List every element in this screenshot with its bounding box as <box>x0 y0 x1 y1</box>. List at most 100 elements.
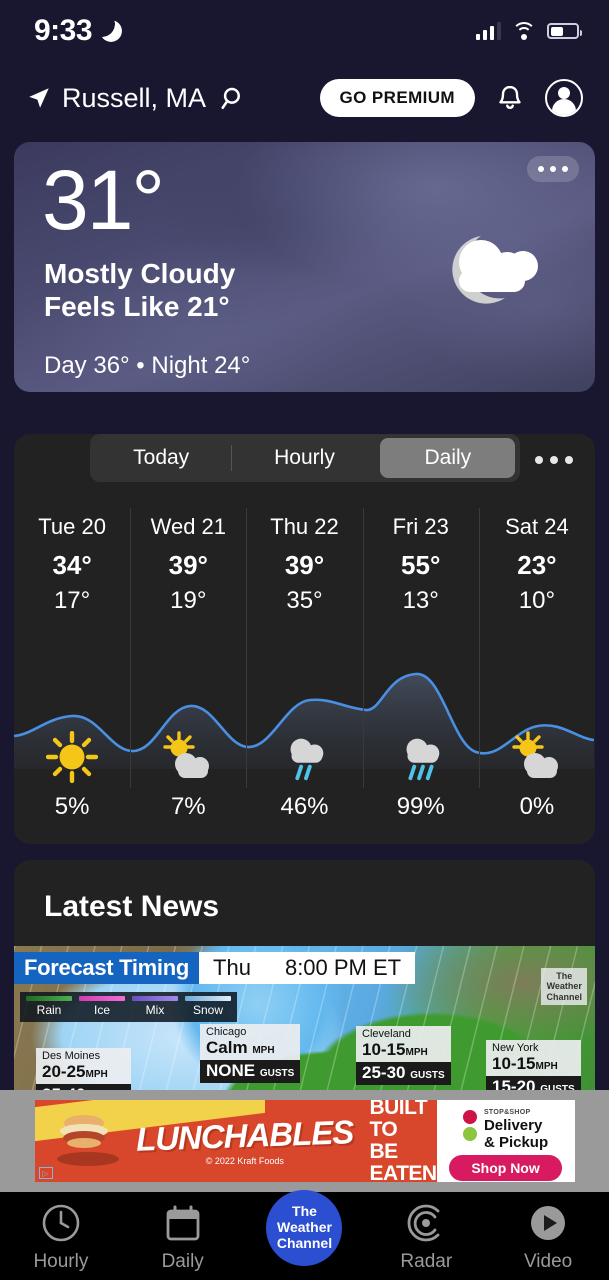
legend-swatch <box>185 996 231 1001</box>
city-wind-gusts: 25-30 GUSTS <box>356 1062 451 1085</box>
hero-more-options-icon[interactable] <box>527 156 579 182</box>
forecast-day[interactable]: Thu 22 39° 35° 46% <box>246 508 362 844</box>
burger-icon <box>59 1115 108 1148</box>
nav-item-radar[interactable]: Radar <box>365 1202 487 1273</box>
map-title-band: Forecast Timing Thu 8:00 PM ET <box>14 952 416 984</box>
retailer-line2: & Pickup <box>483 1133 549 1151</box>
bell-icon[interactable] <box>495 83 525 113</box>
status-bar: 9:33 <box>0 0 609 62</box>
legend-item-ice: Ice <box>79 996 125 1017</box>
day-high: 34° <box>52 550 92 580</box>
forecast-day[interactable]: Wed 21 39° 19° <box>130 508 246 844</box>
weather-channel-logo-icon: The Weather Channel <box>266 1190 343 1266</box>
news-map-thumbnail[interactable]: Forecast Timing Thu 8:00 PM ET Rain Ice <box>14 946 595 1111</box>
moon-icon <box>100 20 122 42</box>
legend-label: Snow <box>192 1003 224 1017</box>
header-actions: GO PREMIUM <box>319 79 583 117</box>
city-name: New York <box>486 1040 581 1054</box>
map-band-title: Forecast Timing <box>14 952 200 984</box>
forecast-day[interactable]: Sat 24 23° 10° <box>478 508 595 844</box>
battery-icon <box>547 23 582 39</box>
nav-item-hourly[interactable]: Hourly <box>0 1202 122 1273</box>
forecast-tabs: Today Hourly Daily <box>89 434 520 482</box>
radar-icon <box>405 1202 447 1244</box>
map-band-day: Thu <box>213 955 251 980</box>
legend-label: Mix <box>145 1003 165 1017</box>
day-low: 10° <box>518 587 556 614</box>
current-condition: Mostly Cloudy <box>44 258 236 289</box>
location-selector[interactable]: Russell, MA <box>26 83 246 114</box>
rain-cloud-icon <box>246 727 362 787</box>
day-precipitation: 0% <box>519 793 555 820</box>
ad-tagline: BUILT TO BE EATEN <box>369 1100 437 1182</box>
nav-item-weather-channel[interactable]: The Weather Channel <box>244 1190 366 1266</box>
nav-item-video[interactable]: Video <box>487 1202 609 1273</box>
day-label: Thu 22 <box>270 514 339 539</box>
forecast-day[interactable]: Tue 20 34° 17° 5% <box>14 514 130 844</box>
ad-product-image <box>35 1100 137 1182</box>
logo-line-1: The <box>292 1203 317 1220</box>
day-low: 17° <box>53 587 91 614</box>
status-bar-right <box>475 22 582 40</box>
stop-and-shop-logo-icon <box>462 1110 477 1142</box>
map-city-wind-box: Chicago Calm MPH NONE GUSTS <box>200 1024 301 1083</box>
ad-choices-icon[interactable]: ▷ <box>38 1167 53 1179</box>
nav-label: Daily <box>161 1251 204 1272</box>
ad-copyright: © 2022 Kraft Foods <box>205 1155 284 1166</box>
rain-cloud-icon <box>363 727 479 787</box>
tab-today[interactable]: Today <box>94 438 229 478</box>
bottom-navigation-bar: Hourly Daily The Weather Channel <box>0 1190 609 1280</box>
profile-avatar-icon[interactable] <box>545 79 583 117</box>
city-wind-speed: 10-15MPH <box>356 1040 451 1062</box>
advertisement-banner[interactable]: LUNCHABLES © 2022 Kraft Foods BUILT TO B… <box>0 1090 609 1192</box>
legend-item-mix: Mix <box>132 996 178 1017</box>
city-wind-speed: 20-25MPH <box>36 1062 131 1084</box>
retailer-line1: Delivery <box>483 1117 543 1135</box>
nav-item-daily[interactable]: Daily <box>122 1202 244 1273</box>
sun-icon <box>14 727 130 787</box>
day-label: Fri 23 <box>392 514 449 539</box>
day-precipitation: 99% <box>396 793 445 820</box>
day-label: Wed 21 <box>150 514 227 539</box>
ad-retailer-panel[interactable]: STOP&SHOP Delivery & Pickup Shop Now <box>436 1100 575 1182</box>
legend-swatch <box>26 996 72 1001</box>
day-night-temperatures: Day 36° • Night 24° <box>44 352 251 379</box>
day-label: Sat 24 <box>505 514 569 539</box>
sun-behind-cloud-icon <box>130 727 246 787</box>
tab-divider <box>231 445 233 471</box>
location-arrow-icon <box>29 88 49 108</box>
go-premium-button[interactable]: GO PREMIUM <box>319 79 475 117</box>
city-wind-gusts: NONE GUSTS <box>200 1060 301 1083</box>
day-low: 35° <box>286 587 323 614</box>
current-conditions-card[interactable]: 31° Mostly Cloudy Feels Like 21° Day 36°… <box>14 142 595 392</box>
ad-creative[interactable]: LUNCHABLES © 2022 Kraft Foods BUILT TO B… <box>34 1100 575 1182</box>
tab-daily[interactable]: Daily <box>380 438 516 478</box>
legend-label: Ice <box>93 1003 110 1017</box>
news-section-title: Latest News <box>44 890 220 923</box>
moon-behind-cloud-icon <box>452 236 538 304</box>
cellular-signal-icon <box>475 22 501 40</box>
app-header: Russell, MA GO PREMIUM <box>0 62 609 134</box>
daily-forecast-row: Tue 20 34° 17° 5% <box>14 508 595 844</box>
city-name: Chicago <box>200 1024 301 1038</box>
tab-hourly[interactable]: Hourly <box>237 438 372 478</box>
nav-label: Video <box>523 1251 573 1272</box>
clock-icon <box>40 1202 82 1244</box>
shop-now-button[interactable]: Shop Now <box>449 1154 562 1181</box>
day-precipitation: 46% <box>280 793 329 820</box>
forecast-more-options-icon[interactable] <box>535 456 573 464</box>
ad-text-block: LUNCHABLES © 2022 Kraft Foods BUILT TO B… <box>136 1100 438 1182</box>
weather-channel-watermark: The Weather Channel <box>541 968 587 1006</box>
map-band-time: Thu 8:00 PM ET <box>199 952 416 984</box>
retailer-text: STOP&SHOP Delivery & Pickup <box>484 1101 548 1151</box>
legend-item-rain: Rain <box>26 996 72 1017</box>
map-legend: Rain Ice Mix Snow <box>20 992 237 1022</box>
day-high: 39° <box>284 550 325 580</box>
logo-line-3: Channel <box>276 1234 333 1251</box>
day-high: 55° <box>401 550 441 580</box>
search-icon[interactable] <box>220 85 246 111</box>
play-icon <box>527 1202 569 1244</box>
forecast-day[interactable]: Fri 23 55° 13° 99% <box>362 508 479 844</box>
latest-news-card: Latest News Forecast Timing Thu 8:00 PM … <box>14 860 595 1111</box>
